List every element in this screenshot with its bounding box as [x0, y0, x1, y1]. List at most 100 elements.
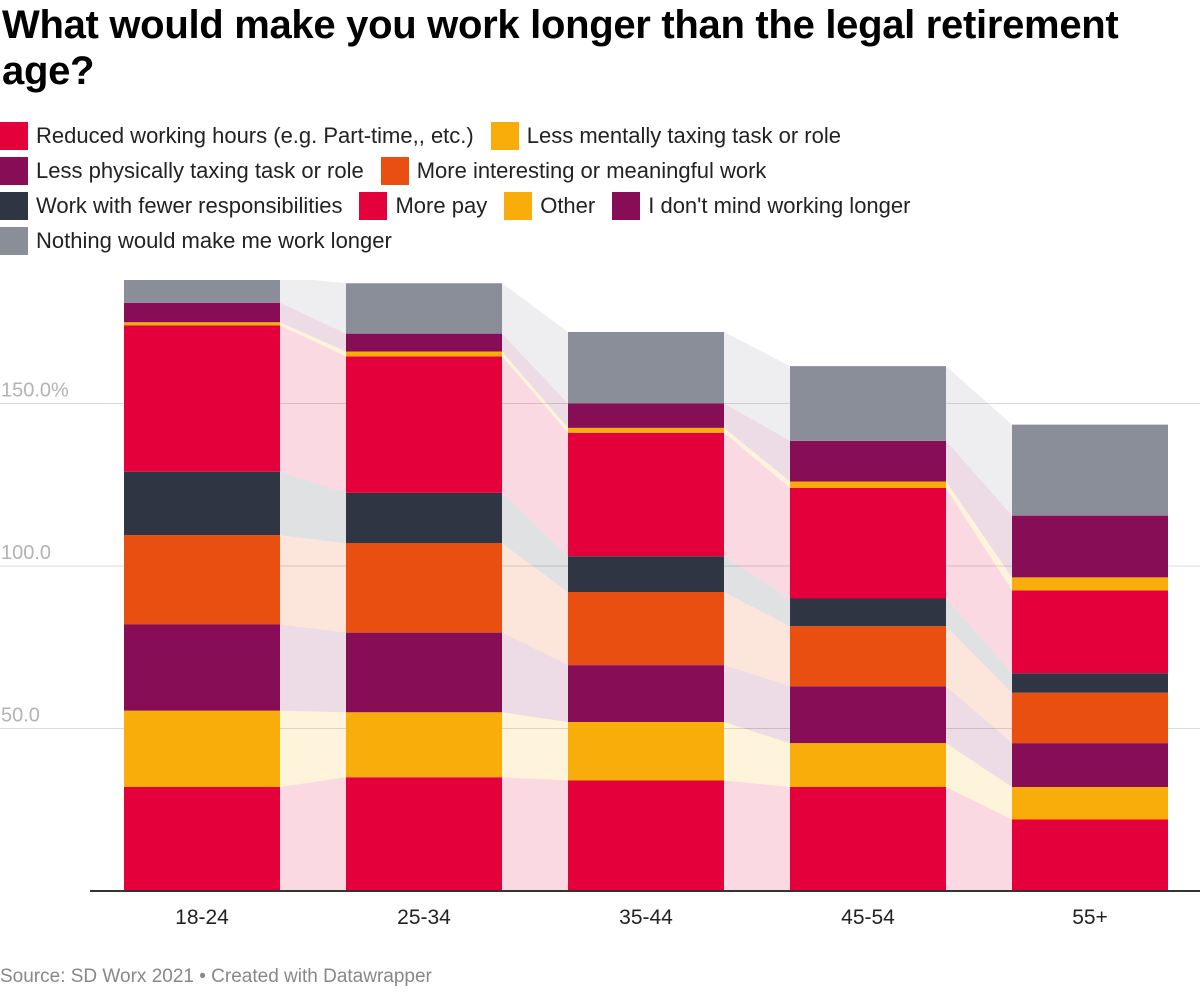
legend-row: Work with fewer responsibilities More pa…	[0, 188, 1195, 223]
legend: Reduced working hours (e.g. Part-time,, …	[0, 118, 1195, 258]
connector-band	[724, 592, 790, 687]
legend-swatch	[359, 191, 388, 220]
connector-band	[502, 777, 568, 891]
legend-swatch	[0, 121, 28, 150]
legend-item-fewer-responsibilities: Work with fewer responsibilities	[0, 191, 343, 220]
connector-band	[280, 624, 346, 713]
bar-segment	[568, 403, 724, 428]
connector-band	[502, 543, 568, 666]
bar-segment	[124, 710, 280, 787]
connector-band	[280, 710, 346, 787]
legend-item-dont-mind: I don't mind working longer	[612, 191, 911, 220]
bar-segment	[568, 432, 724, 557]
connector-band	[724, 432, 790, 599]
connector-band	[946, 598, 1012, 693]
legend-item-more-pay: More pay	[359, 191, 488, 220]
source-note: Source: SD Worx 2021 • Created with Data…	[0, 966, 432, 987]
connector-band	[724, 556, 790, 627]
connector-band	[280, 535, 346, 633]
stacked-bar-chart: 50.0 100.0 150.0% 18-24 25-34 35-44 45-54 55+	[0, 280, 1200, 929]
legend-label: I don't mind working longer	[648, 192, 911, 218]
bar-segment	[346, 543, 502, 633]
legend-item-less-mental: Less mentally taxing task or role	[490, 121, 841, 150]
connector-band	[946, 440, 1012, 578]
bar-segment	[124, 471, 280, 536]
bar-segment	[1012, 819, 1168, 891]
bar-segment	[124, 325, 280, 472]
x-tick-label: 25-34	[397, 906, 451, 929]
connector-bands	[280, 280, 1012, 891]
bar-segment	[346, 351, 502, 357]
connector-band	[946, 787, 1012, 891]
connector-band	[502, 283, 568, 404]
bar-segment	[124, 787, 280, 891]
connector-band	[724, 332, 790, 441]
legend-swatch	[0, 191, 28, 220]
bar-segment	[790, 626, 946, 687]
x-tick-label: 55+	[1072, 906, 1108, 929]
y-tick-label: 50.0	[1, 705, 40, 727]
connector-band	[946, 686, 1012, 787]
legend-swatch	[490, 121, 519, 150]
connector-band	[502, 351, 568, 433]
legend-row: Nothing would make me work longer	[0, 223, 1195, 258]
connector-band	[724, 427, 790, 488]
legend-item-more-interesting: More interesting or meaningful work	[380, 156, 767, 185]
bar-segment	[1012, 787, 1168, 820]
bar-segment	[790, 366, 946, 441]
bars	[124, 280, 1168, 891]
connector-band	[502, 492, 568, 592]
bar-segment	[1012, 577, 1168, 591]
bar-segment	[568, 780, 724, 891]
connector-band	[724, 403, 790, 482]
connector-band	[502, 712, 568, 781]
bar-segment	[1012, 515, 1168, 578]
legend-item-other: Other	[504, 191, 596, 220]
bar-segment	[790, 440, 946, 482]
legend-item-nothing: Nothing would make me work longer	[0, 226, 392, 255]
bar-segment	[346, 283, 502, 334]
bar-segment	[790, 598, 946, 627]
legend-item-reduced-hours: Reduced working hours (e.g. Part-time,, …	[0, 121, 474, 150]
bar-segment	[1012, 692, 1168, 744]
legend-item-less-physical: Less physically taxing task or role	[0, 156, 364, 185]
legend-label: Less physically taxing task or role	[36, 157, 364, 183]
bar-segment	[124, 535, 280, 625]
bar-segment	[790, 481, 946, 488]
bar-segment	[790, 743, 946, 787]
bar-segment	[790, 488, 946, 599]
legend-swatch	[0, 226, 28, 255]
legend-label: Other	[540, 192, 596, 218]
bar-segment	[568, 427, 724, 433]
connector-band	[502, 632, 568, 722]
connector-band	[280, 471, 346, 544]
connector-band	[946, 743, 1012, 820]
legend-label: More pay	[395, 192, 488, 218]
connector-band	[502, 333, 568, 428]
x-tick-label: 18-24	[175, 906, 229, 929]
connector-band	[724, 780, 790, 891]
legend-swatch	[504, 191, 533, 220]
bar-segment	[568, 722, 724, 781]
x-tick-label: 45-54	[841, 906, 895, 929]
bar-segment	[568, 556, 724, 592]
bar-segment	[124, 302, 280, 323]
legend-swatch	[0, 156, 28, 185]
y-tick-label: 100.0	[1, 542, 51, 564]
bar-segment	[1012, 590, 1168, 674]
bar-segment	[1012, 673, 1168, 693]
bar-segment	[1012, 424, 1168, 516]
bar-segment	[790, 787, 946, 891]
legend-label: Work with fewer responsibilities	[36, 192, 343, 218]
legend-label: More interesting or meaningful work	[416, 157, 767, 183]
connector-band	[946, 481, 1012, 591]
chart-title: What would make you work longer than the…	[2, 3, 1119, 93]
bar-segment	[568, 665, 724, 722]
connector-band	[946, 626, 1012, 744]
legend-label: Reduced working hours (e.g. Part-time,, …	[36, 122, 474, 148]
bar-segment	[346, 777, 502, 891]
connector-band	[280, 325, 346, 493]
legend-label: Less mentally taxing task or role	[526, 122, 841, 148]
connector-band	[724, 722, 790, 787]
legend-label: Nothing would make me work longer	[36, 227, 392, 253]
